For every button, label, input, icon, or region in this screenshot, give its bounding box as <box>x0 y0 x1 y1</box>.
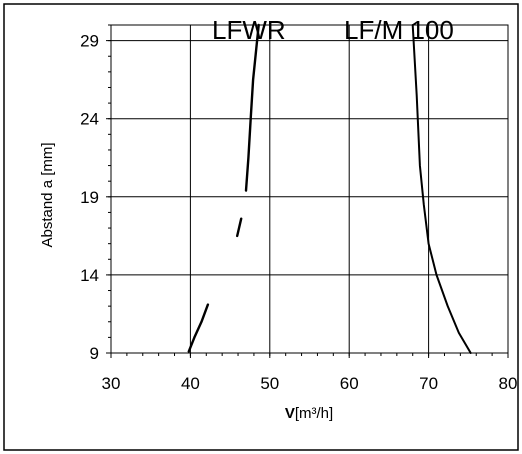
x-tick-label: 50 <box>260 374 279 393</box>
series-line-lfwr-segment <box>187 303 210 353</box>
minor-ticks <box>106 24 509 358</box>
series-label-lfm100: LF/M 100 <box>344 15 454 45</box>
x-axis-symbol: V <box>285 405 295 422</box>
x-axis-title: V[m³/h] <box>285 405 333 422</box>
x-tick-label: 30 <box>102 374 121 393</box>
y-tick-labels: 9 14 19 24 29 <box>80 32 99 363</box>
x-tick-label: 40 <box>181 374 200 393</box>
x-tick-label: 70 <box>419 374 438 393</box>
x-tick-labels: 30 40 50 60 70 80 <box>102 374 518 393</box>
y-tick-label: 19 <box>80 188 99 207</box>
y-tick-label: 9 <box>90 344 99 363</box>
series-line-lfm100-segment <box>411 24 472 354</box>
x-tick-label: 80 <box>499 374 518 393</box>
series-group <box>187 23 472 354</box>
series-line-lfwr-segment <box>244 23 260 192</box>
y-tick-label: 29 <box>80 32 99 51</box>
grid-lines <box>111 25 508 354</box>
chart-border <box>3 3 519 451</box>
y-axis-title: Abstand a [mm] <box>39 142 56 247</box>
y-tick-label: 24 <box>80 110 99 129</box>
series-line-lfwr-segment <box>236 217 243 238</box>
y-tick-label: 14 <box>80 266 99 285</box>
series-label-lfwr: LFWR <box>212 15 286 45</box>
x-axis-unit: [m³/h] <box>295 405 333 422</box>
x-tick-label: 60 <box>340 374 359 393</box>
